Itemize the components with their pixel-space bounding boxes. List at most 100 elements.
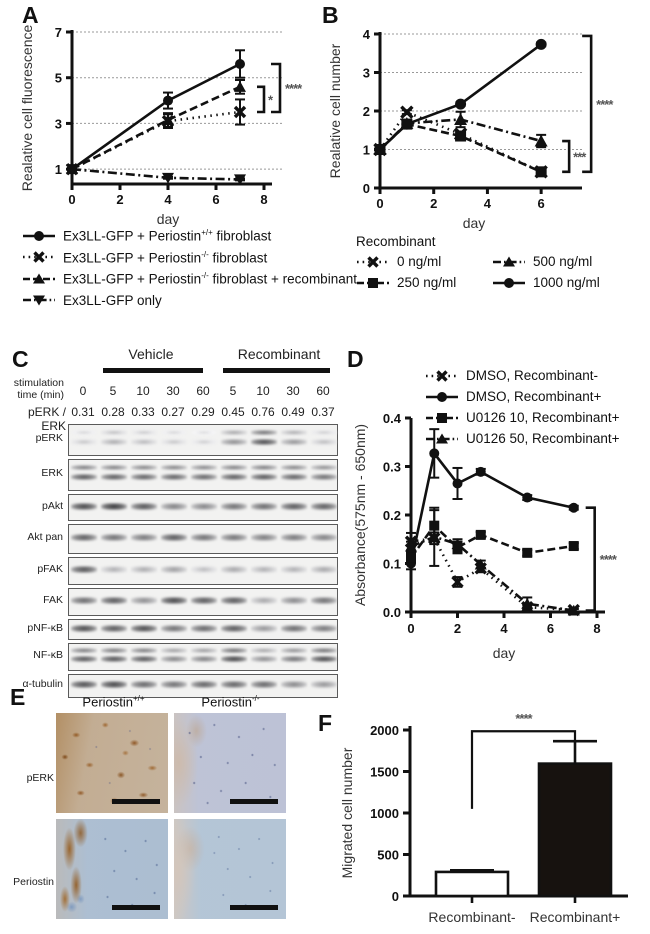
legend-symbol-circle-solid	[492, 276, 526, 290]
significance-label: *	[268, 92, 274, 107]
axis-label: 0.2	[383, 508, 401, 523]
blot-band	[249, 460, 279, 490]
legend-symbol-triangle-dashed	[22, 272, 56, 286]
legend-symbol-circle-solid	[425, 390, 459, 404]
data-point-circle	[475, 466, 486, 477]
blot-band	[159, 644, 189, 670]
blot-band	[189, 460, 219, 490]
data-point-circle	[455, 98, 467, 110]
blot-band	[189, 525, 219, 553]
blot-band	[279, 620, 309, 639]
lane-time-1: 5	[109, 384, 117, 398]
legend-item: 250 ng/ml	[356, 275, 492, 290]
blot-band	[249, 495, 279, 520]
data-point-cross	[400, 105, 414, 119]
data-point-square	[455, 130, 467, 142]
series-1	[406, 428, 579, 571]
legend-label: 500 ng/ml	[533, 254, 593, 269]
legend-symbol-downtriangle-dashdot	[22, 293, 56, 307]
y-axis-title: Migrated cell number	[339, 747, 355, 878]
group-bar-vehicle	[103, 368, 203, 373]
data-point-circle	[535, 38, 547, 50]
perk-erk-ratio-value-0: 0.31	[71, 405, 95, 419]
data-point-triangle	[567, 604, 580, 616]
data-point-circle	[163, 95, 173, 106]
panel-c-label: C	[12, 346, 29, 372]
blot-band	[99, 425, 129, 455]
blot-band	[129, 644, 159, 670]
ihc-image	[56, 819, 168, 919]
blot-band	[249, 644, 279, 670]
legend-label: 250 ng/ml	[397, 275, 457, 290]
data-point-circle	[401, 118, 413, 130]
blot-band	[249, 589, 279, 615]
axis-label: 0.4	[383, 411, 402, 426]
axis-label: day	[157, 211, 180, 227]
legend-symbol-cross-dotted	[356, 255, 390, 269]
blot-band	[279, 460, 309, 490]
blot-band	[99, 589, 129, 615]
blot-band	[69, 644, 99, 670]
legend-symbol-cross-dotted	[425, 369, 459, 383]
perk-erk-ratio-value-3: 0.27	[161, 405, 185, 419]
blot-band	[219, 525, 249, 553]
legend-item: 0 ng/ml	[356, 254, 492, 269]
blot-row-label: pFAK	[37, 563, 63, 575]
legend-label: DMSO, Recombinant+	[466, 389, 602, 404]
data-point-triangle	[234, 81, 246, 92]
blot-band	[309, 644, 339, 670]
data-point-square	[568, 541, 579, 552]
bar-1	[537, 739, 613, 898]
significance-bracket: ****	[582, 34, 615, 174]
axis-label: 3	[55, 116, 62, 131]
blot-band	[249, 620, 279, 639]
blot-row-label: pNF-κB	[27, 621, 63, 634]
panel-a-legend: Ex3LL-GFP + Periostin+/+ fibroblast Ex3L…	[22, 228, 357, 314]
significance-bracket: ****	[585, 506, 619, 612]
significance-bracket: ***	[562, 139, 588, 174]
significance-bracket: ****	[271, 62, 304, 114]
data-point-triangle	[162, 114, 174, 125]
legend-item: U0126 50, Recombinant+	[425, 431, 619, 446]
data-point-circle	[568, 502, 579, 513]
blot-band	[279, 589, 309, 615]
lane-time-5: 5	[229, 384, 237, 398]
blot-band	[219, 495, 249, 520]
blot-band	[159, 675, 189, 697]
data-point-circle	[522, 492, 533, 503]
axis-label: 0	[407, 621, 414, 636]
blot-band	[189, 425, 219, 455]
legend-label: U0126 10, Recombinant+	[466, 410, 620, 425]
perk-erk-ratio-value-2: 0.33	[131, 405, 155, 419]
blot-band	[219, 460, 249, 490]
blot-band	[279, 644, 309, 670]
axis-label: 0	[68, 192, 75, 207]
series-3	[374, 38, 547, 155]
significance-bracket: ****	[470, 711, 577, 809]
legend-item: DMSO, Recombinant-	[425, 368, 619, 383]
axis-label: 1500	[370, 765, 399, 780]
blot-row-pERK: pERK	[36, 424, 338, 456]
lane-time-7: 30	[286, 384, 300, 398]
blot-band	[189, 558, 219, 584]
scale-bar	[230, 905, 278, 910]
axis-label: 0	[392, 889, 399, 904]
blot-band	[129, 589, 159, 615]
blot-band	[279, 675, 309, 697]
blot-band	[129, 558, 159, 584]
panel-a-label: A	[22, 2, 39, 28]
y-axis-title: Realative cell fluorescence	[19, 25, 35, 192]
legend-label: Ex3LL-GFP only	[63, 292, 162, 308]
data-point-square	[475, 529, 486, 540]
perk-erk-ratio-value-8: 0.37	[311, 405, 335, 419]
panel-b-label: B	[322, 2, 339, 28]
axis-label: 4	[164, 192, 172, 207]
lane-time-0: 0	[79, 384, 87, 398]
blot-band	[159, 495, 189, 520]
blot-band	[159, 558, 189, 584]
blot-band	[69, 525, 99, 553]
data-point-circle	[374, 144, 386, 155]
blot-band	[159, 425, 189, 455]
ihc-image	[56, 713, 168, 813]
axis-label: 5	[55, 71, 62, 86]
